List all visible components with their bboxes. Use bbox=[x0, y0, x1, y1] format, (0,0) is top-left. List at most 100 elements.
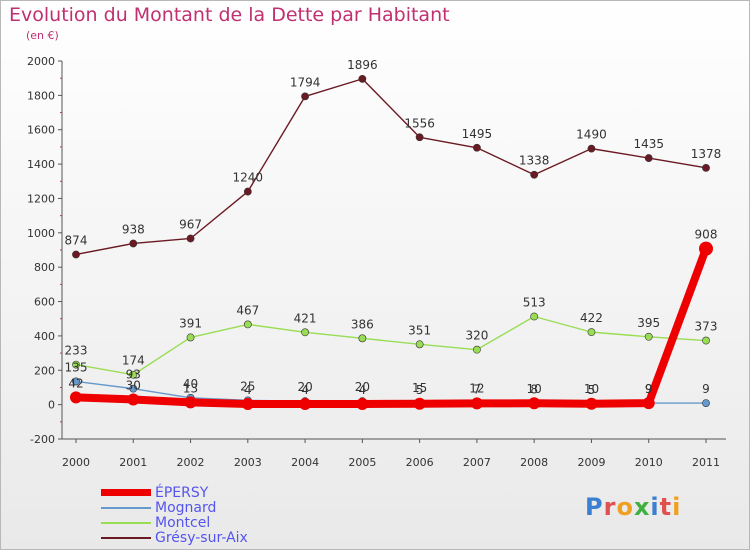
data-label-epersy: 5 bbox=[416, 383, 424, 397]
x-tick-label: 2001 bbox=[119, 456, 147, 469]
data-label-mognard: 9 bbox=[645, 382, 653, 396]
y-tick-label: 400 bbox=[34, 330, 55, 343]
data-point-gresy-sur-aix bbox=[301, 92, 309, 101]
y-tick-label: 1200 bbox=[27, 192, 55, 205]
data-point-epersy bbox=[356, 397, 369, 410]
y-tick-label: 600 bbox=[34, 296, 55, 309]
data-label-gresy-sur-aix: 1556 bbox=[404, 116, 435, 130]
data-label-mognard: 10 bbox=[527, 382, 542, 396]
data-point-montcel bbox=[72, 360, 80, 369]
data-point-gresy-sur-aix bbox=[72, 250, 80, 259]
data-point-gresy-sur-aix bbox=[358, 74, 367, 83]
data-label-gresy-sur-aix: 938 bbox=[122, 222, 145, 236]
x-tick-label: 2002 bbox=[177, 456, 205, 469]
chart-axes: -200 0 200 400 600 800 1000 1200 1400 1600 1800 200… bbox=[27, 55, 726, 469]
data-point-montcel bbox=[644, 332, 653, 341]
data-label-montcel: 174 bbox=[122, 354, 145, 368]
series-line-gresy-sur-aix bbox=[75, 78, 707, 256]
data-label-montcel: 421 bbox=[294, 311, 317, 325]
legend-label-mognard: Mognard bbox=[155, 500, 217, 516]
data-label-mognard: 93 bbox=[126, 368, 141, 382]
chart-unit-label: (en €) bbox=[26, 29, 59, 42]
data-label-epersy: 4 bbox=[359, 383, 367, 397]
data-label-gresy-sur-aix: 1794 bbox=[290, 75, 321, 89]
y-tick-label: 2000 bbox=[27, 55, 55, 68]
data-label-montcel: 422 bbox=[580, 311, 603, 325]
y-tick-label: 1800 bbox=[27, 89, 55, 102]
data-point-mognard bbox=[129, 384, 138, 393]
data-label-mognard: 9 bbox=[702, 382, 710, 396]
legend-label-gresy-sur-aix: Grésy-sur-Aix bbox=[155, 530, 248, 546]
y-tick-label: -200 bbox=[30, 433, 55, 446]
legend-swatch-epersy bbox=[101, 489, 151, 496]
data-point-epersy bbox=[70, 391, 82, 404]
data-point-mognard bbox=[702, 399, 710, 407]
data-point-montcel bbox=[587, 328, 596, 337]
chart-series-layer bbox=[70, 74, 713, 410]
logo-letter: o bbox=[616, 493, 634, 521]
data-point-gresy-sur-aix bbox=[702, 163, 710, 172]
data-label-epersy: 42 bbox=[68, 376, 83, 390]
x-tick-label: 2005 bbox=[348, 456, 376, 469]
data-label-gresy-sur-aix: 1896 bbox=[347, 58, 378, 72]
data-point-montcel bbox=[129, 370, 138, 379]
data-label-montcel: 320 bbox=[465, 329, 488, 343]
data-label-mognard: 12 bbox=[469, 382, 484, 396]
data-label-epersy: 7 bbox=[473, 382, 481, 396]
data-point-montcel bbox=[702, 336, 710, 345]
data-label-gresy-sur-aix: 967 bbox=[179, 217, 202, 231]
data-point-epersy bbox=[642, 397, 655, 410]
x-tick-label: 2009 bbox=[577, 456, 605, 469]
data-point-epersy bbox=[470, 397, 483, 410]
logo-letter: i bbox=[650, 493, 660, 521]
data-label-epersy: 4 bbox=[244, 383, 252, 397]
data-point-montcel bbox=[530, 312, 539, 321]
data-label-epersy: 9 bbox=[645, 382, 653, 396]
data-label-montcel: 351 bbox=[408, 323, 431, 337]
data-label-montcel: 373 bbox=[695, 320, 718, 334]
data-label-montcel: 395 bbox=[637, 316, 660, 330]
data-label-epersy: 8 bbox=[530, 382, 538, 396]
data-point-epersy bbox=[699, 241, 713, 256]
data-label-mognard: 20 bbox=[355, 380, 370, 394]
data-point-montcel bbox=[415, 340, 424, 349]
y-tick-label: 1400 bbox=[27, 158, 55, 171]
data-point-montcel bbox=[243, 320, 252, 329]
data-point-gresy-sur-aix bbox=[587, 144, 596, 153]
y-tick-label: 0 bbox=[48, 399, 55, 412]
logo-letter: P bbox=[585, 493, 604, 521]
data-label-gresy-sur-aix: 1495 bbox=[462, 127, 493, 141]
x-tick-label: 2008 bbox=[520, 456, 548, 469]
data-label-gresy-sur-aix: 1338 bbox=[519, 154, 550, 168]
data-label-epersy: 4 bbox=[301, 383, 309, 397]
y-tick-label: 1600 bbox=[27, 124, 55, 137]
data-label-epersy: 13 bbox=[183, 381, 198, 395]
data-point-gresy-sur-aix bbox=[415, 133, 424, 142]
series-line-epersy bbox=[72, 244, 710, 408]
data-point-epersy bbox=[241, 397, 254, 410]
data-point-montcel bbox=[473, 345, 481, 354]
data-point-epersy bbox=[299, 397, 312, 410]
legend-swatch-mognard bbox=[101, 507, 151, 509]
logo-letter: t bbox=[659, 493, 673, 521]
data-label-gresy-sur-aix: 1435 bbox=[633, 137, 664, 151]
data-point-montcel bbox=[186, 333, 195, 342]
data-label-mognard: 135 bbox=[65, 360, 88, 374]
proxiti-logo: Proxiti bbox=[585, 493, 681, 521]
logo-letter: r bbox=[603, 493, 617, 521]
x-tick-label: 2007 bbox=[463, 456, 491, 469]
data-label-epersy: 908 bbox=[695, 228, 718, 242]
chart-title: Evolution du Montant de la Dette par Hab… bbox=[9, 4, 450, 26]
y-tick-label: 1000 bbox=[27, 227, 55, 240]
data-label-gresy-sur-aix: 874 bbox=[65, 233, 88, 247]
data-label-montcel: 386 bbox=[351, 317, 374, 331]
data-label-montcel: 233 bbox=[65, 344, 88, 358]
x-tick-label: 2000 bbox=[62, 456, 90, 469]
x-tick-label: 2006 bbox=[406, 456, 434, 469]
data-point-epersy bbox=[184, 396, 197, 409]
data-point-montcel bbox=[358, 334, 367, 343]
logo-letter: x bbox=[633, 493, 651, 521]
data-label-mognard: 40 bbox=[183, 377, 198, 391]
